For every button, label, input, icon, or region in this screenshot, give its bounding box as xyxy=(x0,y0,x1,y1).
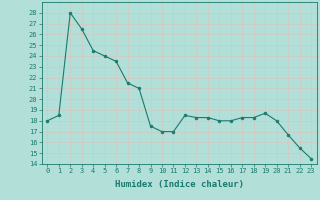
X-axis label: Humidex (Indice chaleur): Humidex (Indice chaleur) xyxy=(115,180,244,189)
